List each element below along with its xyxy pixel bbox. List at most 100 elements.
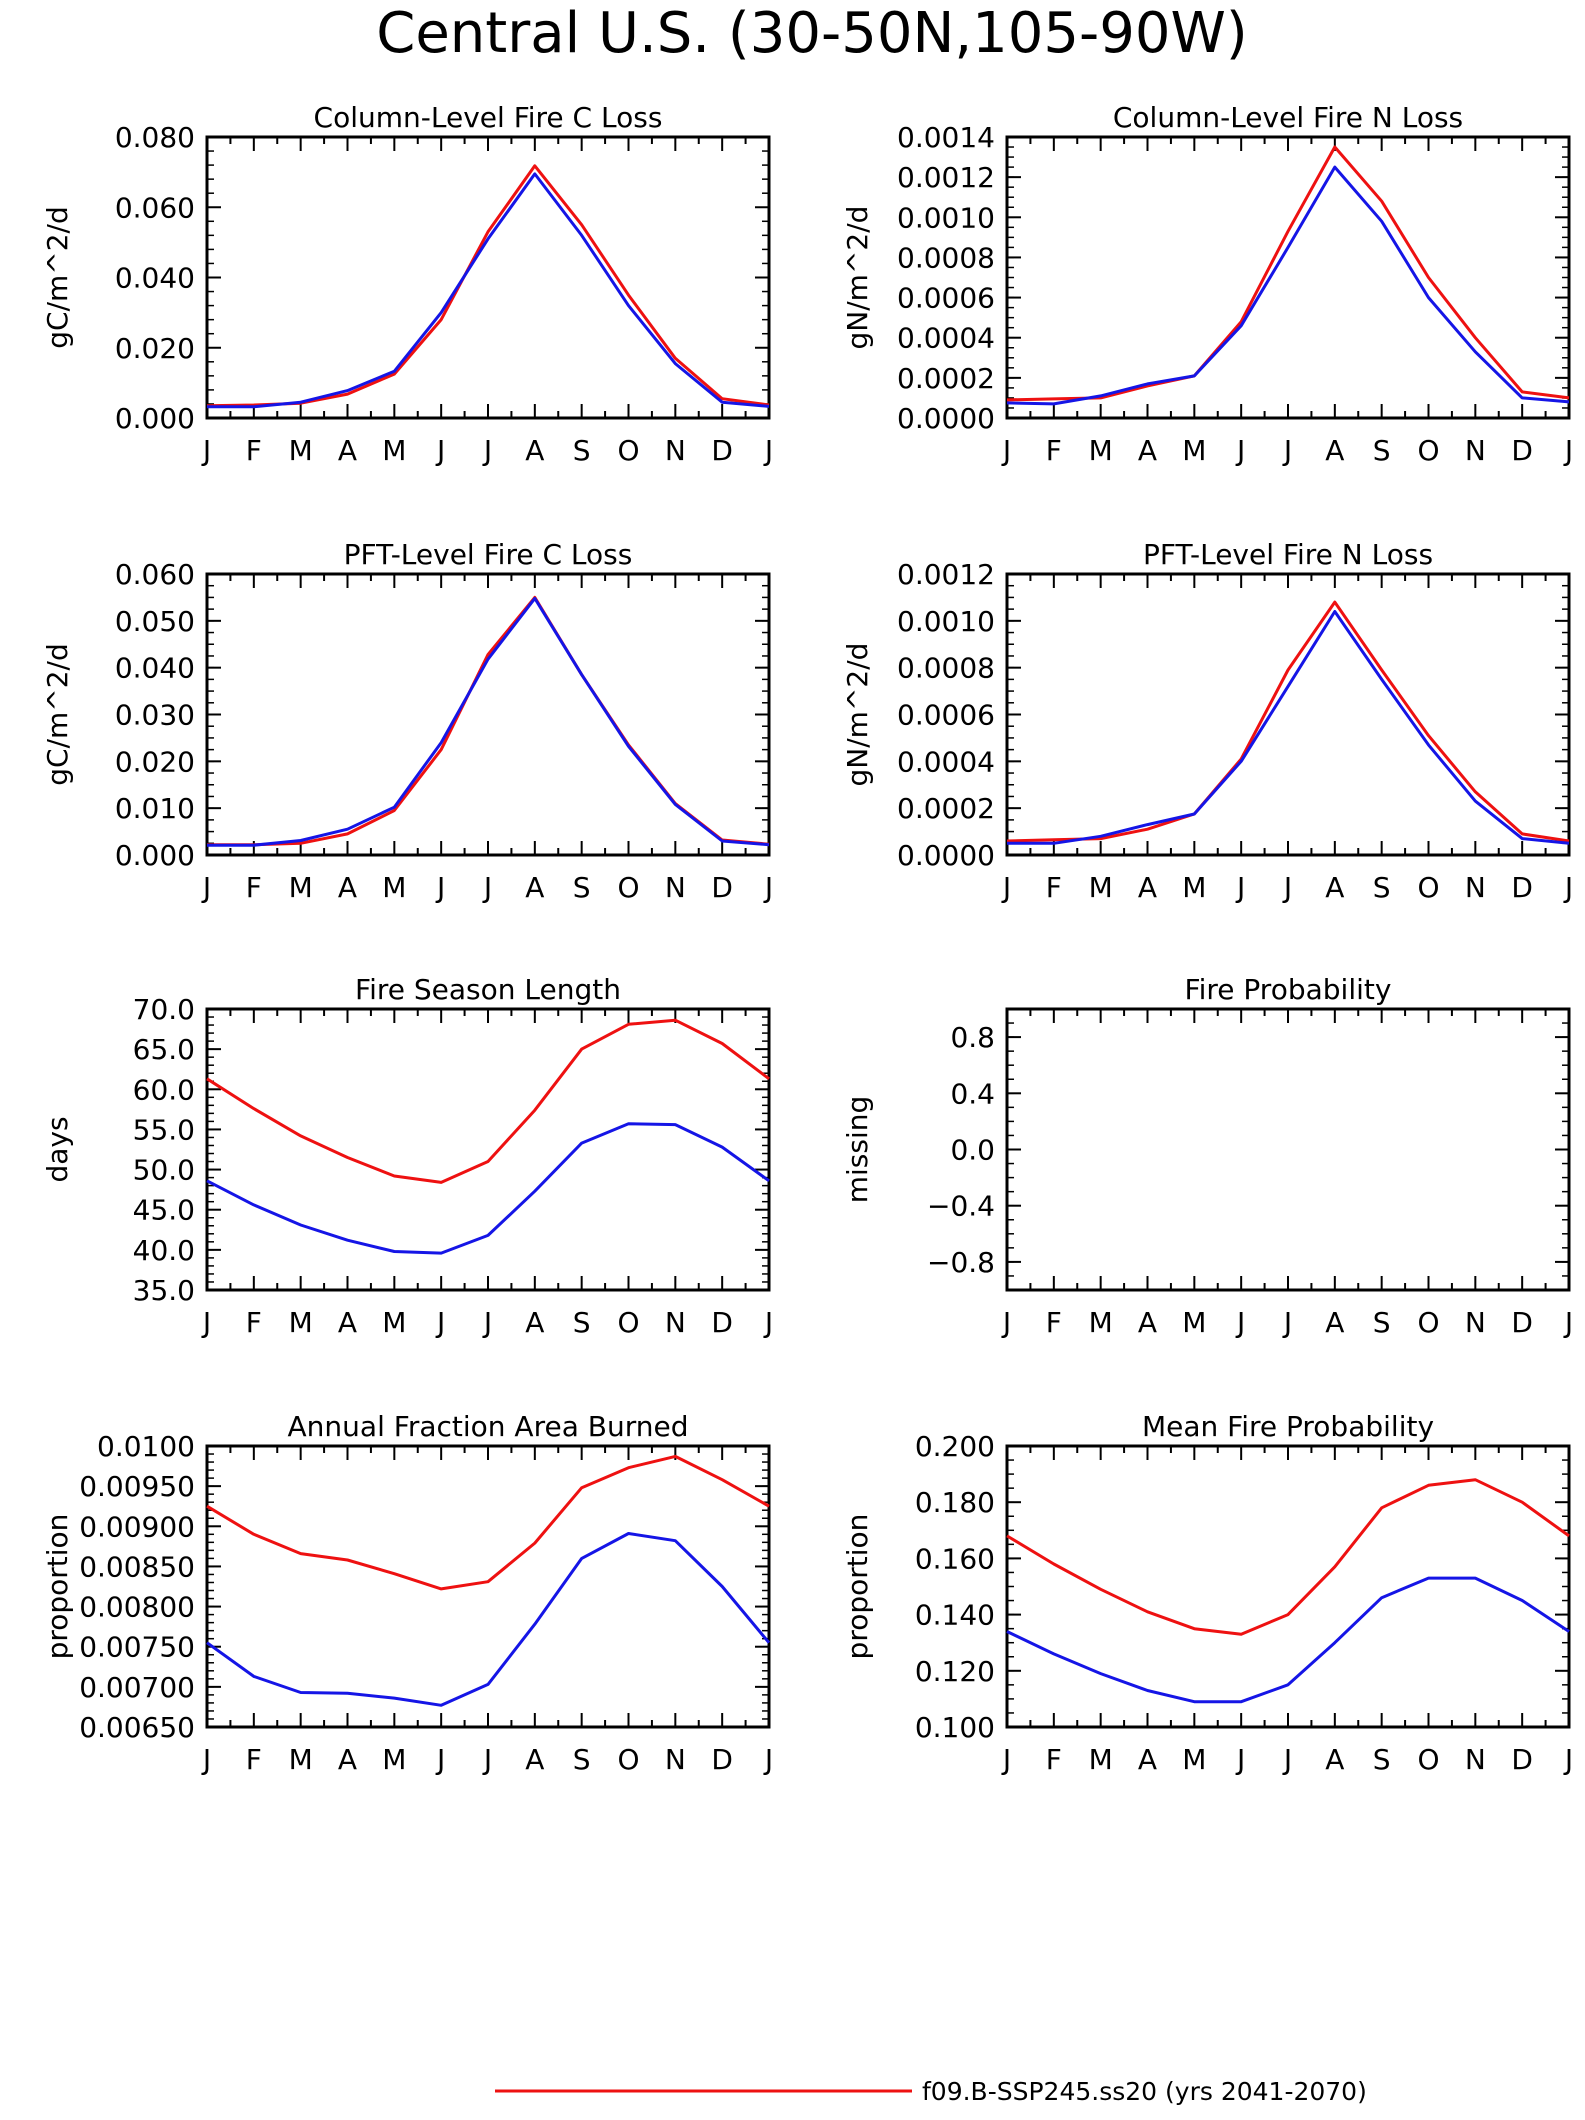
x-tick-label: J xyxy=(1235,871,1245,904)
x-tick-label: J xyxy=(1563,1306,1573,1339)
series-line-1 xyxy=(206,1454,770,1591)
y-tick-label: 0.0000 xyxy=(897,839,995,872)
x-tick-label: J xyxy=(201,1743,211,1776)
x-tick-label: M xyxy=(1089,871,1113,904)
y-axis-label: proportion xyxy=(841,1514,874,1660)
y-tick-label: 0.0004 xyxy=(897,745,995,778)
x-tick-label: M xyxy=(382,1743,406,1776)
y-tick-label: 0.030 xyxy=(115,699,195,732)
x-tick-label: J xyxy=(482,871,492,904)
y-axis-label: gN/m^2/d xyxy=(841,643,874,787)
x-tick-label: N xyxy=(665,434,686,467)
x-tick-label: F xyxy=(246,434,262,467)
x-tick-label: A xyxy=(1325,1743,1344,1776)
x-tick-label: F xyxy=(1046,1743,1062,1776)
x-tick-label: O xyxy=(617,1743,639,1776)
series-line-2 xyxy=(206,1532,771,1707)
x-tick-label: J xyxy=(1563,434,1573,467)
x-tick-label: M xyxy=(289,871,313,904)
y-tick-label: 0.0012 xyxy=(897,558,995,591)
y-tick-label: 0.050 xyxy=(115,605,195,638)
y-tick-label: 45.0 xyxy=(133,1194,195,1227)
x-tick-label: J xyxy=(482,1743,492,1776)
x-tick-label: F xyxy=(1046,871,1062,904)
y-tick-label: 0.00900 xyxy=(79,1510,195,1543)
x-tick-label: A xyxy=(1138,871,1157,904)
x-tick-label: O xyxy=(1417,1306,1439,1339)
series-line-1 xyxy=(1006,1478,1570,1636)
x-tick-label: N xyxy=(665,871,686,904)
x-tick-label: S xyxy=(573,1306,591,1339)
series-line-2 xyxy=(206,1122,770,1255)
y-tick-label: 0.0008 xyxy=(897,241,995,274)
x-tick-label: A xyxy=(338,871,357,904)
y-tick-label: 0.0002 xyxy=(897,792,995,825)
y-tick-label: 0.080 xyxy=(115,121,195,154)
y-tick-label: 0.0012 xyxy=(897,161,995,194)
y-axis-label: gN/m^2/d xyxy=(841,206,874,350)
y-tick-label: 0.040 xyxy=(115,652,195,685)
y-tick-label: 0.200 xyxy=(915,1430,995,1463)
x-tick-label: N xyxy=(1465,434,1486,467)
y-axis-label: gC/m^2/d xyxy=(41,643,74,786)
x-tick-label: D xyxy=(711,434,733,467)
x-tick-label: J xyxy=(1563,871,1573,904)
x-tick-label: A xyxy=(338,1306,357,1339)
x-tick-label: M xyxy=(289,1743,313,1776)
x-tick-label: J xyxy=(435,1743,445,1776)
page-title: Central U.S. (30-50N,105-90W) xyxy=(376,1,1247,66)
x-tick-label: J xyxy=(763,434,773,467)
x-tick-label: J xyxy=(1235,1743,1245,1776)
x-tick-label: M xyxy=(382,1306,406,1339)
x-tick-label: F xyxy=(246,871,262,904)
y-tick-label: 0.0010 xyxy=(897,201,995,234)
chart-title: Column-Level Fire C Loss xyxy=(314,101,663,134)
y-tick-label: 0.160 xyxy=(915,1542,995,1575)
x-tick-label: N xyxy=(665,1743,686,1776)
y-tick-label: 0.0006 xyxy=(897,282,995,315)
x-tick-label: A xyxy=(525,1743,544,1776)
y-tick-label: 0.140 xyxy=(915,1599,995,1632)
x-tick-label: J xyxy=(1282,1306,1292,1339)
x-tick-label: J xyxy=(482,1306,492,1339)
x-tick-label: S xyxy=(573,1743,591,1776)
x-tick-label: J xyxy=(1001,434,1011,467)
x-tick-label: J xyxy=(1282,434,1292,467)
x-tick-label: J xyxy=(1282,1743,1292,1776)
chart-title: PFT-Level Fire C Loss xyxy=(344,538,633,571)
y-tick-label: 0.010 xyxy=(115,792,195,825)
y-tick-label: 0.0014 xyxy=(897,121,995,154)
series-line-2 xyxy=(1006,165,1570,406)
y-tick-label: 0.020 xyxy=(115,332,195,365)
x-tick-label: J xyxy=(201,1306,211,1339)
plot-frame xyxy=(205,1007,771,1292)
chart-title: Annual Fraction Area Burned xyxy=(288,1410,689,1443)
x-tick-label: J xyxy=(1282,871,1292,904)
x-tick-label: A xyxy=(525,1306,544,1339)
x-tick-label: J xyxy=(435,871,445,904)
x-tick-label: M xyxy=(382,871,406,904)
x-tick-label: M xyxy=(289,1306,313,1339)
x-tick-label: A xyxy=(1138,1743,1157,1776)
series-line-2 xyxy=(1007,610,1570,845)
x-tick-label: S xyxy=(1373,1743,1391,1776)
x-tick-label: F xyxy=(246,1306,262,1339)
x-tick-label: A xyxy=(1138,1306,1157,1339)
chart-title: PFT-Level Fire N Loss xyxy=(1143,538,1433,571)
y-tick-label: 0.0008 xyxy=(897,652,995,685)
x-tick-label: M xyxy=(1182,1743,1206,1776)
x-tick-label: M xyxy=(382,434,406,467)
chart-title: Fire Season Length xyxy=(355,973,621,1006)
y-tick-label: 35.0 xyxy=(133,1274,195,1307)
y-tick-label: 0.8 xyxy=(950,1021,995,1054)
x-tick-label: A xyxy=(338,1743,357,1776)
y-tick-label: 0.040 xyxy=(115,262,195,295)
x-tick-label: J xyxy=(1235,434,1245,467)
y-tick-label: 0.0002 xyxy=(897,362,995,395)
